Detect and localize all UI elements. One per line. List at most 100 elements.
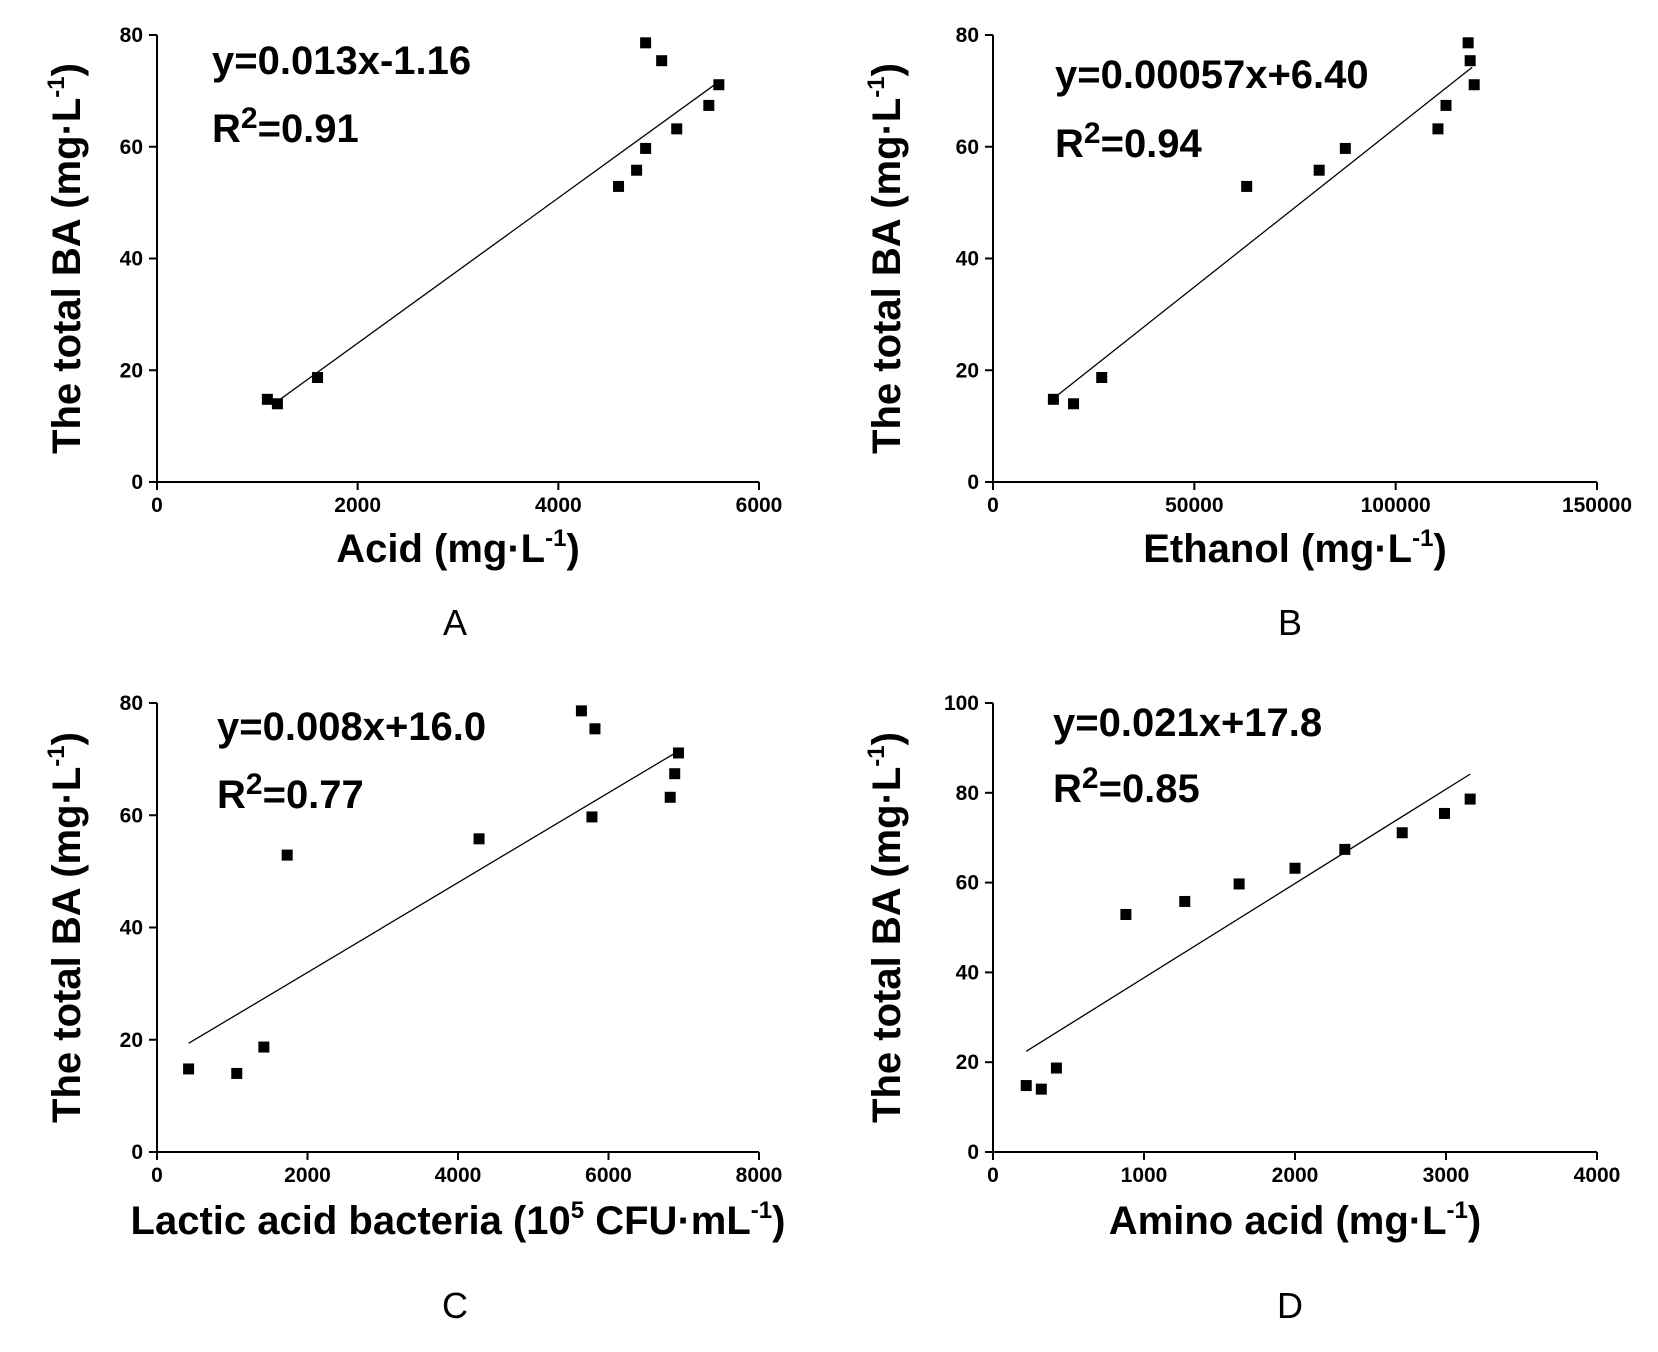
data-point — [1432, 123, 1444, 135]
data-point — [672, 747, 684, 759]
panel-label: B — [1278, 602, 1302, 643]
x-tick-label: 4000 — [535, 494, 582, 517]
data-point — [586, 811, 598, 823]
data-point — [258, 1041, 270, 1053]
y-axis-title: The total BA (mg·L-1) — [43, 63, 89, 454]
y-tick-label: 100 — [944, 692, 979, 715]
regression-line — [272, 81, 720, 406]
data-point — [473, 833, 485, 845]
data-point — [271, 398, 283, 410]
data-point — [231, 1067, 243, 1079]
x-tick-label: 8000 — [736, 1164, 783, 1187]
data-point — [640, 142, 652, 154]
data-point — [261, 393, 273, 405]
x-tick-label: 100000 — [1361, 494, 1431, 517]
panel-label: C — [442, 1285, 468, 1326]
data-point — [1464, 793, 1476, 805]
data-point — [1120, 908, 1132, 920]
data-point — [1396, 827, 1408, 839]
y-tick-label: 60 — [120, 804, 143, 827]
data-point — [671, 123, 683, 135]
data-point — [613, 180, 625, 192]
data-point — [183, 1063, 195, 1075]
x-tick-label: 2000 — [284, 1164, 331, 1187]
y-tick-label: 0 — [967, 1141, 979, 1164]
y-tick-label: 40 — [120, 917, 143, 940]
y-tick-label: 0 — [967, 471, 979, 494]
x-axis-title: Lactic acid bacteria (105 CFU·mL-1) — [131, 1197, 786, 1243]
data-point — [1179, 895, 1191, 907]
regression-equation: y=0.00057x+6.40 — [1055, 53, 1369, 97]
data-point — [1068, 398, 1080, 410]
data-point — [1289, 862, 1301, 874]
data-point — [664, 791, 676, 803]
y-tick-label: 60 — [956, 136, 979, 159]
data-point — [1233, 878, 1245, 890]
panel-a: 0 20 40 60 80 0 2000 4000 6000 y=0.013x-1.16 R2=0.… — [43, 24, 782, 643]
data-point — [1096, 372, 1108, 384]
y-tick-label: 20 — [120, 1029, 143, 1052]
regression-equation: y=0.008x+16.0 — [217, 705, 486, 749]
y-tick-label: 80 — [120, 692, 143, 715]
panel-label: A — [443, 602, 467, 643]
x-axis-title: Amino acid (mg·L-1) — [1109, 1197, 1481, 1243]
r-squared: R2=0.85 — [1053, 762, 1200, 811]
y-tick-label: 0 — [131, 1141, 143, 1164]
y-axis-title: The total BA (mg·L-1) — [863, 63, 909, 454]
y-tick-label: 40 — [956, 961, 979, 984]
data-point — [1440, 99, 1452, 111]
y-tick-label: 80 — [120, 24, 143, 47]
y-tick-label: 40 — [120, 248, 143, 271]
x-tick-label: 1000 — [1121, 1164, 1168, 1187]
regression-line — [188, 751, 677, 1044]
y-axis-title: The total BA (mg·L-1) — [863, 732, 909, 1123]
r-squared: R2=0.91 — [212, 102, 359, 151]
x-tick-label: 0 — [151, 1164, 163, 1187]
regression-line — [1052, 66, 1473, 399]
x-tick-label: 2000 — [334, 494, 381, 517]
y-tick-label: 60 — [956, 872, 979, 895]
data-point — [281, 849, 293, 861]
data-point — [1020, 1080, 1032, 1092]
regression-line — [1025, 773, 1471, 1052]
x-tick-label: 3000 — [1423, 1164, 1470, 1187]
x-tick-label: 2000 — [1272, 1164, 1319, 1187]
panel-c: 0 20 40 60 80 0 2000 4000 6000 8000 y=0.008x+16.0 R… — [43, 692, 785, 1326]
data-point — [656, 55, 668, 67]
x-tick-label: 50000 — [1165, 494, 1223, 517]
data-point — [631, 164, 643, 176]
data-point — [703, 99, 715, 111]
data-point — [640, 37, 652, 49]
x-tick-label: 0 — [151, 494, 163, 517]
x-tick-label: 0 — [987, 1164, 999, 1187]
data-point — [1047, 393, 1059, 405]
x-tick-label: 150000 — [1562, 494, 1632, 517]
y-tick-label: 20 — [956, 359, 979, 382]
data-point — [713, 79, 725, 91]
x-tick-label: 0 — [987, 494, 999, 517]
data-point — [1462, 37, 1474, 49]
data-point — [1035, 1083, 1047, 1095]
x-axis-title: Acid (mg·L-1) — [336, 525, 580, 571]
y-tick-label: 60 — [120, 136, 143, 159]
data-point — [1468, 79, 1480, 91]
x-tick-label: 4000 — [1574, 1164, 1621, 1187]
regression-equation: y=0.013x-1.16 — [212, 39, 471, 83]
x-tick-label: 6000 — [585, 1164, 632, 1187]
data-point — [1241, 180, 1253, 192]
panel-b: 0 20 40 60 80 0 50000 100000 150000 y=0.00057x+6.… — [863, 24, 1632, 643]
data-point — [1339, 142, 1351, 154]
x-axis-title: Ethanol (mg·L-1) — [1143, 525, 1447, 571]
y-tick-label: 20 — [120, 359, 143, 382]
x-tick-label: 4000 — [435, 1164, 482, 1187]
y-tick-label: 0 — [131, 471, 143, 494]
y-tick-label: 80 — [956, 24, 979, 47]
data-point — [1464, 55, 1476, 67]
data-point — [1313, 164, 1325, 176]
data-point — [669, 768, 681, 780]
x-tick-label: 6000 — [736, 494, 783, 517]
r-squared: R2=0.77 — [217, 768, 364, 817]
regression-equation: y=0.021x+17.8 — [1053, 701, 1322, 745]
data-point — [1438, 807, 1450, 819]
